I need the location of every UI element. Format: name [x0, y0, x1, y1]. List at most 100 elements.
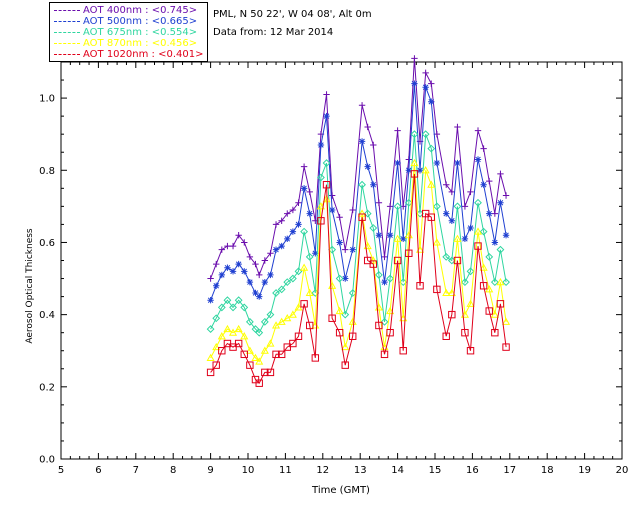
data-point	[491, 210, 499, 217]
data-point	[336, 239, 343, 246]
data-point	[399, 347, 407, 355]
x-tick-label: 20	[616, 465, 629, 476]
data-point	[386, 203, 394, 210]
data-point	[442, 252, 451, 261]
location-text: PML, N 50 22', W 04 08', Alt 0m	[213, 9, 372, 20]
legend-label: AOT 400nm : <0.745>	[83, 5, 198, 16]
data-point	[349, 206, 356, 214]
series-line	[210, 173, 507, 385]
data-point	[461, 278, 469, 287]
data-point	[305, 288, 314, 297]
data-point	[486, 210, 493, 217]
data-point	[213, 282, 220, 289]
data-point	[411, 55, 418, 62]
data-point	[295, 221, 302, 228]
data-point	[428, 80, 435, 87]
data-point	[502, 343, 510, 351]
data-point	[480, 145, 487, 152]
data-point	[467, 224, 474, 232]
data-point	[427, 144, 436, 153]
data-point	[267, 271, 274, 279]
data-point	[433, 159, 441, 167]
data-point	[369, 260, 377, 268]
data-point	[277, 350, 286, 359]
data-point	[240, 332, 249, 340]
data-point	[474, 127, 482, 134]
data-point	[255, 328, 264, 337]
legend-item-400nm: AOT 400nm : <0.745>	[54, 5, 197, 16]
data-point	[240, 303, 249, 312]
y-tick-label: 0.8	[39, 166, 55, 177]
data-point	[410, 170, 419, 178]
data-point	[502, 317, 511, 325]
x-tick-label: 7	[133, 465, 139, 476]
legend-item-1020nm: AOT 1020nm : <0.401>	[54, 49, 203, 60]
series-4	[206, 170, 510, 387]
data-point	[443, 210, 450, 217]
data-point	[206, 353, 215, 362]
data-point	[328, 192, 336, 199]
x-tick-label: 8	[170, 465, 176, 476]
data-point	[300, 300, 308, 308]
data-point	[410, 158, 419, 167]
data-point	[490, 278, 499, 287]
data-point	[288, 274, 297, 283]
legend-item-500nm: AOT 500nm : <0.665>	[54, 16, 197, 27]
data-point	[474, 156, 482, 163]
data-point	[224, 264, 231, 271]
data-point	[306, 210, 313, 217]
data-point	[278, 217, 285, 224]
data-point	[229, 303, 237, 312]
x-tick-label: 5	[58, 465, 64, 476]
data-point	[328, 206, 336, 214]
x-tick-label: 13	[354, 465, 367, 476]
data-point	[283, 278, 292, 287]
data-point	[223, 296, 232, 305]
data-point	[386, 232, 394, 239]
data-point	[474, 198, 482, 207]
data-point	[245, 317, 254, 326]
data-point	[266, 368, 275, 377]
data-point	[381, 253, 388, 261]
data-point	[206, 325, 215, 333]
x-tick-label: 16	[466, 465, 479, 476]
data-point	[311, 289, 320, 297]
legend-label: AOT 870nm : <0.456>	[83, 38, 198, 49]
data-point	[427, 180, 436, 188]
data-point	[375, 321, 383, 330]
data-point	[375, 232, 383, 239]
data-point	[272, 289, 280, 297]
data-point	[473, 227, 483, 235]
data-point	[364, 163, 371, 170]
data-point	[497, 199, 504, 206]
series-1	[207, 80, 510, 304]
data-point	[328, 314, 336, 322]
data-point	[317, 217, 325, 225]
data-point	[306, 321, 314, 330]
data-point	[405, 156, 413, 163]
data-point	[246, 253, 254, 261]
data-point	[454, 123, 461, 131]
data-point	[272, 246, 280, 253]
data-point	[386, 328, 394, 337]
data-point	[349, 246, 356, 253]
tick-layer: 5 6 7 8 9 10 11 12 13 14 15 16 17 18 19 20 0.0 0.2 0.4 0.6 0…	[39, 62, 628, 476]
data-point	[442, 288, 451, 297]
data-point	[341, 361, 349, 369]
data-point	[485, 252, 494, 261]
data-point	[394, 127, 401, 134]
data-point	[363, 209, 372, 218]
data-point	[260, 346, 269, 354]
data-point	[246, 278, 254, 286]
data-point	[218, 347, 226, 355]
legend-swatch	[54, 31, 80, 33]
data-point	[421, 130, 430, 139]
data-point	[278, 242, 285, 250]
data-point	[218, 246, 226, 253]
data-point	[323, 112, 330, 120]
y-tick-label: 0.4	[39, 310, 55, 321]
x-axis-label: Time (GMT)	[311, 485, 370, 496]
data-point	[229, 242, 237, 250]
y-tick-label: 0.0	[39, 455, 55, 466]
data-point	[218, 271, 226, 279]
